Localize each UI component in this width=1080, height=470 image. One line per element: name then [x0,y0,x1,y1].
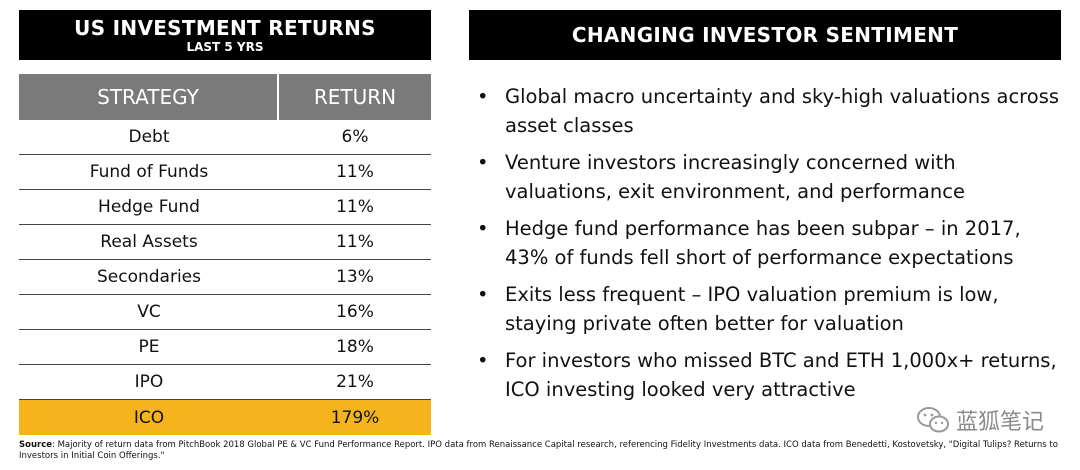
watermark: 蓝狐笔记 [916,404,1044,436]
list-item: • Hedge fund performance has been subpar… [477,214,1061,272]
table-row-highlighted: ICO 179% [19,400,431,435]
watermark-text: 蓝狐笔记 [955,410,1044,435]
bullet-icon: • [477,85,489,108]
strategy-cell: PE [138,337,160,357]
list-item: • Global macro uncertainty and sky-high … [477,82,1061,140]
return-cell: 11% [336,162,374,182]
table-row: Real Assets 11% [19,225,431,260]
returns-panel: US INVESTMENT RETURNS LAST 5 YRS STRATEG… [19,10,431,435]
list-item: • For investors who missed BTC and ETH 1… [477,346,1061,404]
chat-bubble-icon [916,407,949,433]
return-cell: 13% [336,267,374,287]
strategy-cell: Hedge Fund [98,197,200,217]
return-cell: 16% [336,302,374,322]
strategy-column-header: STRATEGY [19,74,279,120]
source-note: Source: Majority of return data from Pit… [19,440,1069,462]
returns-title: US INVESTMENT RETURNS [74,15,376,40]
bullet-text: Global macro uncertainty and sky-high va… [505,85,1060,137]
table-row: Secondaries 13% [19,260,431,295]
returns-table: STRATEGY RETURN Debt 6% Fund of Funds 11… [19,74,431,435]
bullet-text: Venture investors increasingly concerned… [505,151,965,203]
bullet-icon: • [477,283,489,306]
strategy-cell: Secondaries [96,267,201,287]
strategy-cell: Fund of Funds [89,162,209,182]
table-row: Hedge Fund 11% [19,190,431,225]
sentiment-title: CHANGING INVESTOR SENTIMENT [469,10,1061,60]
table-row: Debt 6% [19,120,431,155]
returns-subtitle: LAST 5 YRS [186,39,264,54]
strategy-cell: IPO [134,372,164,392]
returns-header: US INVESTMENT RETURNS LAST 5 YRS [19,10,431,60]
table-row: VC 16% [19,295,431,330]
sentiment-list: • Global macro uncertainty and sky-high … [469,82,1061,404]
table-header: STRATEGY RETURN [19,74,431,120]
return-cell: 179% [330,407,380,428]
list-item: • Venture investors increasingly concern… [477,148,1061,206]
return-cell: 11% [336,197,374,217]
bullet-text: Exits less frequent – IPO valuation prem… [505,283,999,335]
table-row: Fund of Funds 11% [19,155,431,190]
bullet-text: For investors who missed BTC and ETH 1,0… [505,349,1057,401]
return-cell: 6% [341,127,369,147]
return-cell: 11% [336,232,374,252]
return-column-header: RETURN [313,85,397,109]
bullet-text: Hedge fund performance has been subpar –… [505,217,1021,269]
bullet-icon: • [477,151,489,174]
strategy-cell: ICO [133,407,165,428]
list-item: • Exits less frequent – IPO valuation pr… [477,280,1061,338]
source-label: Source [19,440,53,450]
strategy-cell: Real Assets [100,232,198,252]
table-row: PE 18% [19,330,431,365]
bullet-icon: • [477,217,489,240]
sentiment-panel: CHANGING INVESTOR SENTIMENT • Global mac… [469,10,1061,412]
bullet-icon: • [477,349,489,372]
strategy-cell: Debt [128,127,170,147]
return-cell: 18% [336,337,374,357]
source-text: : Majority of return data from PitchBook… [19,440,1058,461]
strategy-cell: VC [137,302,161,322]
return-cell: 21% [336,372,374,392]
table-row: IPO 21% [19,365,431,400]
